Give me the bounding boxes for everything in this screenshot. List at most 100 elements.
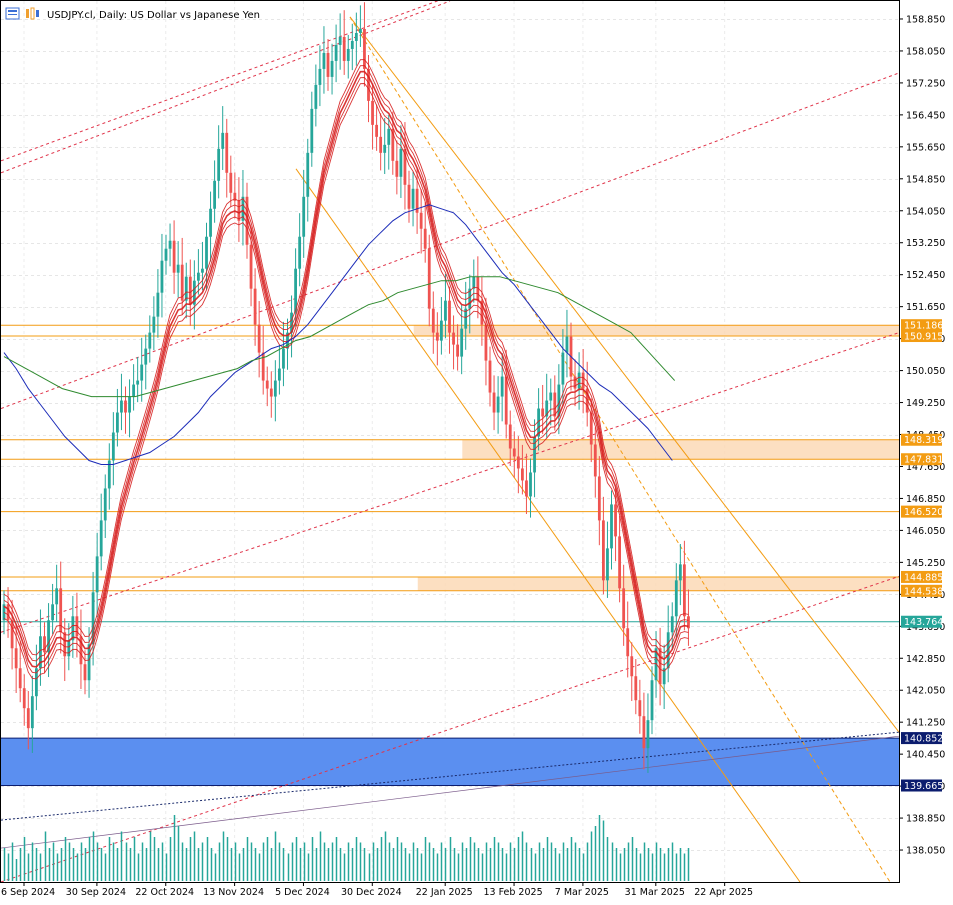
candle-body[interactable] xyxy=(39,636,42,669)
candle-body[interactable] xyxy=(541,408,545,417)
candle-body[interactable] xyxy=(87,644,91,681)
candle-body[interactable] xyxy=(577,372,581,389)
candle-body[interactable] xyxy=(221,132,225,149)
candle-body[interactable] xyxy=(322,52,326,69)
candle-body[interactable] xyxy=(480,300,484,325)
candle-body[interactable] xyxy=(529,472,532,497)
moving-average-blue[interactable] xyxy=(3,204,673,465)
candle-body[interactable] xyxy=(164,248,168,261)
candle-body[interactable] xyxy=(565,336,569,353)
candle-body[interactable] xyxy=(160,260,164,293)
candle-body[interactable] xyxy=(51,604,54,621)
candle-body[interactable] xyxy=(22,688,26,709)
candle-body[interactable] xyxy=(602,520,605,581)
candle-body[interactable] xyxy=(338,36,342,45)
candle-body[interactable] xyxy=(107,460,111,489)
candle-body[interactable] xyxy=(18,668,22,689)
candle-body[interactable] xyxy=(10,620,14,649)
candle-body[interactable] xyxy=(330,60,334,77)
candle-body[interactable] xyxy=(79,636,83,665)
channel-line[interactable] xyxy=(349,16,900,733)
candle-body[interactable] xyxy=(302,196,306,237)
candle-body[interactable] xyxy=(674,580,678,617)
candle-body[interactable] xyxy=(367,68,370,101)
candle-body[interactable] xyxy=(314,84,318,109)
candle-body[interactable] xyxy=(488,360,492,393)
candle-body[interactable] xyxy=(233,192,237,201)
candle-body[interactable] xyxy=(35,668,38,697)
candle-body[interactable] xyxy=(261,352,265,381)
candle-body[interactable] xyxy=(294,268,297,313)
candle-body[interactable] xyxy=(43,636,46,653)
trendline[interactable] xyxy=(0,0,470,162)
candle-body[interactable] xyxy=(666,632,670,669)
trendline[interactable] xyxy=(0,72,900,410)
candle-body[interactable] xyxy=(561,352,565,385)
candle-body[interactable] xyxy=(265,380,269,389)
candle-body[interactable] xyxy=(237,200,241,221)
candle-body[interactable] xyxy=(286,332,289,349)
candle-body[interactable] xyxy=(334,44,338,61)
price-label[interactable]: 150.915 xyxy=(901,330,943,343)
candle-body[interactable] xyxy=(350,40,354,49)
trendline[interactable] xyxy=(0,332,900,633)
moving-average-ribbon[interactable] xyxy=(3,83,689,680)
candle-body[interactable] xyxy=(201,268,204,273)
candle-body[interactable] xyxy=(638,700,642,717)
channel-line[interactable] xyxy=(295,168,801,883)
candle-body[interactable] xyxy=(403,148,407,185)
candle-body[interactable] xyxy=(642,716,646,749)
candle-body[interactable] xyxy=(383,144,387,153)
candle-body[interactable] xyxy=(683,564,686,617)
candle-body[interactable] xyxy=(533,436,536,473)
candle-body[interactable] xyxy=(205,236,208,269)
price-label[interactable]: 146.520 xyxy=(901,505,943,519)
candle-body[interactable] xyxy=(508,424,512,449)
candle-body[interactable] xyxy=(670,616,674,633)
candle-body[interactable] xyxy=(573,376,577,389)
candle-body[interactable] xyxy=(537,408,540,437)
candle-body[interactable] xyxy=(168,240,172,249)
candle-body[interactable] xyxy=(326,52,330,77)
candle-body[interactable] xyxy=(630,656,634,677)
candle-body[interactable] xyxy=(91,592,95,645)
candle-body[interactable] xyxy=(593,444,597,477)
candle-body[interactable] xyxy=(217,148,221,181)
moving-average-ribbon[interactable] xyxy=(3,77,689,674)
candle-body[interactable] xyxy=(124,400,127,413)
candle-body[interactable] xyxy=(95,556,99,593)
candle-body[interactable] xyxy=(75,616,79,637)
candle-body[interactable] xyxy=(379,136,383,153)
candle-body[interactable] xyxy=(431,308,435,333)
trendline[interactable] xyxy=(0,575,900,883)
candle-body[interactable] xyxy=(444,300,447,321)
candle-body[interactable] xyxy=(371,100,374,125)
candle-body[interactable] xyxy=(132,384,135,397)
candle-body[interactable] xyxy=(273,380,277,397)
candle-body[interactable] xyxy=(253,288,257,325)
candle-body[interactable] xyxy=(63,632,67,657)
candle-body[interactable] xyxy=(626,628,630,657)
candle-body[interactable] xyxy=(452,332,455,345)
candle-body[interactable] xyxy=(6,604,10,621)
candle-body[interactable] xyxy=(346,48,350,61)
candle-body[interactable] xyxy=(55,588,59,605)
candle-body[interactable] xyxy=(557,384,561,417)
price-label[interactable]: 151.186 xyxy=(901,319,943,332)
candle-body[interactable] xyxy=(516,456,520,469)
candle-body[interactable] xyxy=(298,236,302,269)
candle-body[interactable] xyxy=(492,392,496,413)
candle-body[interactable] xyxy=(472,276,476,289)
candle-body[interactable] xyxy=(249,244,253,289)
candle-body[interactable] xyxy=(342,36,346,61)
candle-body[interactable] xyxy=(597,476,601,521)
candle-body[interactable] xyxy=(687,616,690,629)
moving-average-ribbon[interactable] xyxy=(3,65,689,662)
candle-body[interactable] xyxy=(192,280,196,305)
candle-body[interactable] xyxy=(545,400,549,417)
price-label[interactable]: 148.319 xyxy=(901,433,943,447)
candle-body[interactable] xyxy=(618,536,621,589)
chart-window-icon[interactable] xyxy=(5,7,20,20)
price-label[interactable]: 140.852 xyxy=(901,732,943,745)
